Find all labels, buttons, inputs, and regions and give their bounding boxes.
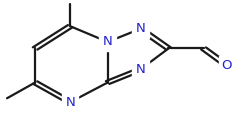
Bar: [132, 20, 149, 38]
Text: N: N: [135, 22, 145, 35]
Text: N: N: [103, 35, 113, 48]
Bar: [62, 93, 78, 111]
Bar: [132, 60, 149, 79]
Bar: [219, 56, 234, 75]
Bar: [99, 33, 116, 51]
Text: N: N: [65, 96, 75, 109]
Text: N: N: [135, 63, 145, 76]
Text: O: O: [222, 59, 232, 72]
